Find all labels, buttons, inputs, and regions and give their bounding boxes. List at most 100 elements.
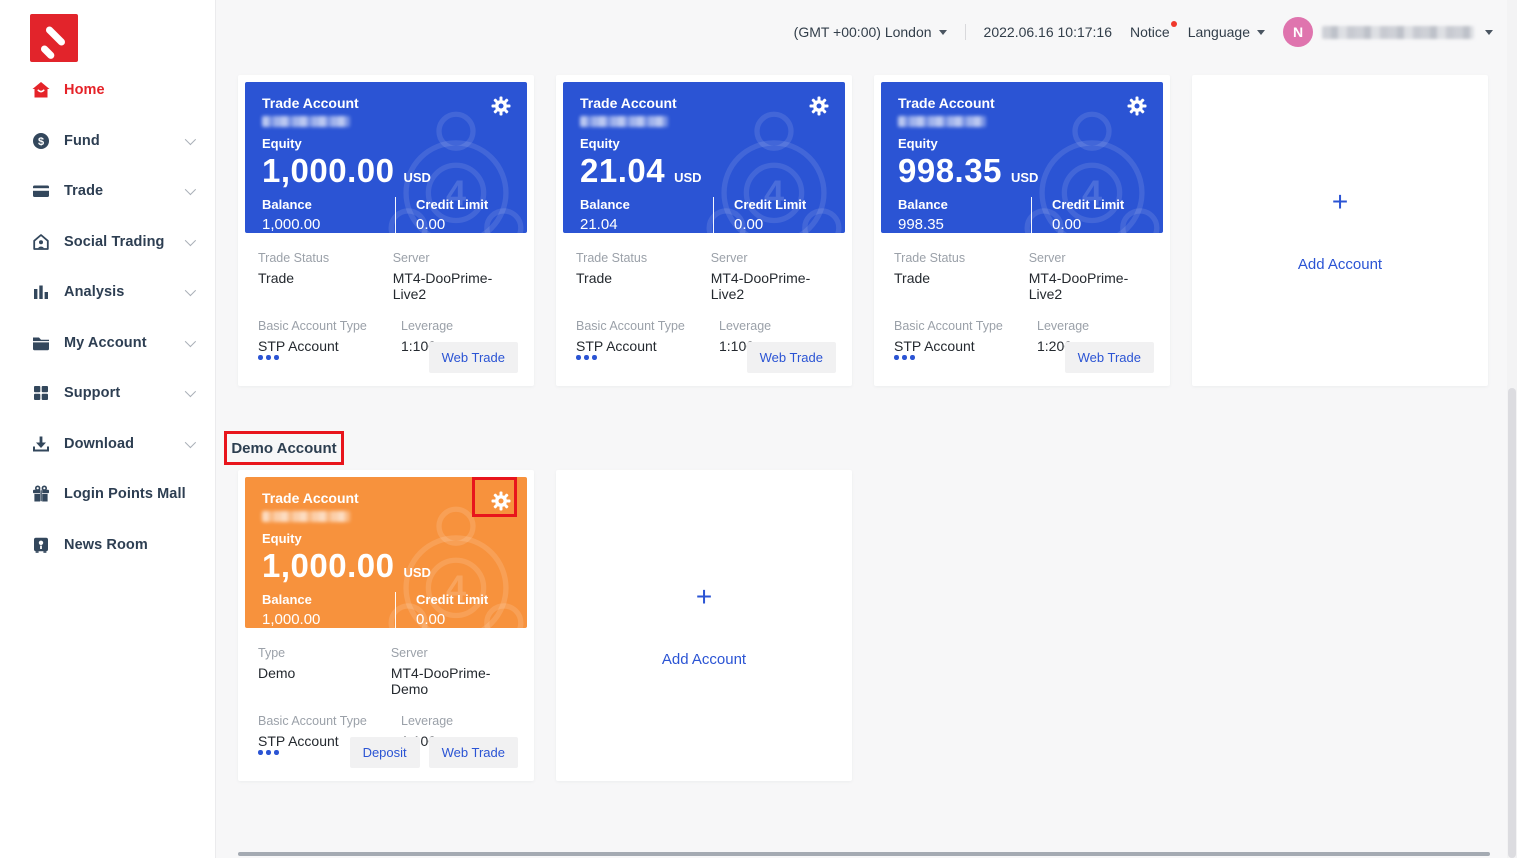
trade-status-value: Trade — [576, 270, 613, 286]
account-type-value: STP Account — [894, 338, 975, 354]
account-summary-panel: 4 Trade Account Equity 1,000.00 USD Bala… — [245, 82, 527, 233]
user-name-redacted — [1322, 25, 1474, 39]
demo-section-title: Demo Account — [231, 439, 337, 457]
vertical-scrollbar-track[interactable] — [1507, 0, 1517, 858]
timezone-selector[interactable]: (GMT +00:00) London — [794, 24, 947, 40]
timezone-label: (GMT +00:00) London — [793, 24, 932, 40]
more-actions-icon[interactable] — [576, 351, 597, 364]
user-menu[interactable]: N — [1283, 17, 1493, 47]
logo-stroke — [39, 44, 56, 61]
sidebar-item-social-trading[interactable]: Social Trading — [0, 217, 215, 268]
account-type-label: Basic Account Type — [894, 319, 1003, 333]
currency-label: USD — [403, 565, 431, 580]
language-selector[interactable]: Language — [1188, 24, 1265, 40]
trade-status-label: Trade Status — [576, 251, 648, 265]
credit-limit-value: 0.00 — [416, 216, 446, 233]
chevron-down-icon — [184, 133, 197, 145]
add-account-card[interactable]: + Add Account — [556, 470, 852, 781]
settings-gear-icon[interactable] — [1127, 96, 1147, 116]
equity-value: 1,000.00 — [262, 152, 395, 189]
chevron-down-icon — [1485, 29, 1493, 35]
sidebar-item-label: Trade — [64, 183, 104, 200]
leverage-value: 1:100 — [401, 338, 437, 354]
credit-limit-label: Credit Limit — [416, 592, 489, 607]
credit-limit-value: 0.00 — [734, 216, 764, 233]
vertical-scrollbar-thumb[interactable] — [1508, 388, 1516, 858]
chevron-down-icon — [184, 386, 197, 398]
equity-value: 21.04 — [580, 152, 666, 189]
trade-status-label: Trade Status — [258, 251, 330, 265]
add-account-card[interactable]: + Add Account — [1192, 75, 1488, 386]
sidebar-item-analysis[interactable]: Analysis — [0, 267, 215, 318]
more-actions-icon[interactable] — [894, 351, 915, 364]
horizontal-scrollbar[interactable] — [238, 852, 1490, 856]
trade-icon — [32, 182, 50, 200]
sidebar-item-home[interactable]: Home — [0, 65, 215, 116]
sidebar-item-download[interactable]: Download — [0, 419, 215, 470]
sidebar-item-label: Social Trading — [64, 233, 165, 250]
server-value: MT4-DooPrime-Live2 — [710, 270, 811, 302]
more-actions-icon[interactable] — [258, 746, 279, 759]
deposit-button[interactable]: Deposit — [349, 737, 420, 768]
account-type-label: Basic Account Type — [258, 319, 367, 333]
web-trade-button[interactable]: Web Trade — [746, 342, 836, 373]
server-label: Server — [392, 251, 430, 265]
chevron-down-icon — [1257, 29, 1265, 35]
equity-label: Equity — [898, 136, 938, 151]
balance-label: Balance — [898, 197, 948, 212]
leverage-label: Leverage — [401, 319, 454, 333]
equity-label: Equity — [262, 531, 302, 546]
sidebar-item-my-account[interactable]: My Account — [0, 318, 215, 369]
server-value: MT4-DooPrime-Demo — [390, 665, 491, 697]
currency-label: USD — [674, 170, 702, 185]
sidebar-item-label: Support — [64, 385, 121, 402]
brand-logo[interactable] — [30, 14, 78, 62]
account-number-redacted — [898, 116, 986, 127]
currency-label: USD — [1010, 170, 1039, 185]
leverage-value: 1:200 — [1037, 338, 1073, 354]
sidebar-item-fund[interactable]: $ Fund — [0, 116, 215, 167]
balance-value: 21.04 — [580, 216, 618, 233]
sidebar-item-label: My Account — [64, 334, 147, 351]
settings-gear-icon[interactable] — [809, 96, 829, 116]
equity-label: Equity — [580, 136, 620, 151]
analysis-icon — [32, 283, 50, 301]
web-trade-button[interactable]: Web Trade — [428, 342, 518, 373]
sidebar-item-login-points-mall[interactable]: Login Points Mall — [0, 469, 215, 520]
annotation-box-demo-account: Demo Account — [224, 431, 344, 465]
sidebar-item-news-room[interactable]: News Room — [0, 520, 215, 571]
sidebar-item-label: Fund — [64, 132, 100, 149]
leverage-label: Leverage — [401, 714, 454, 728]
balance-value: 1,000.00 — [262, 216, 321, 233]
main-content: 4 Trade Account Equity 1,000.00 USD Bala… — [216, 0, 1517, 858]
web-trade-button[interactable]: Web Trade — [1064, 342, 1154, 373]
trade-status-value: Trade — [894, 270, 931, 286]
sidebar-item-label: Download — [64, 435, 135, 452]
account-info: Trade Status Trade Server MT4-DooPrime-Liv… — [874, 233, 1170, 386]
svg-text:$: $ — [38, 136, 44, 148]
news-icon — [32, 536, 50, 554]
datetime-label: 2022.06.16 10:17:16 — [983, 24, 1113, 40]
currency-label: USD — [403, 170, 431, 185]
account-type-label: Basic Account Type — [576, 319, 685, 333]
sidebar-item-trade[interactable]: Trade — [0, 166, 215, 217]
settings-gear-icon[interactable] — [491, 96, 511, 116]
chevron-down-icon — [184, 234, 197, 246]
chevron-down-icon — [184, 184, 197, 196]
settings-gear-icon[interactable] — [491, 491, 511, 511]
balance-label: Balance — [262, 592, 312, 607]
more-actions-icon[interactable] — [258, 351, 279, 364]
gift-icon — [32, 485, 50, 503]
web-trade-button[interactable]: Web Trade — [428, 737, 518, 768]
trade-status-value: Trade — [258, 270, 295, 286]
card-title: Trade Account — [898, 95, 995, 111]
account-number-redacted — [580, 116, 668, 127]
sidebar-item-support[interactable]: Support — [0, 368, 215, 419]
notice-button[interactable]: Notice — [1130, 21, 1177, 40]
live-account-card: 4 Trade Account Equity 21.04 USD Balance — [556, 75, 852, 386]
sidebar-nav: Home $ Fund Trade Social Trading — [0, 65, 215, 570]
type-label: Type — [258, 646, 286, 660]
type-value: Demo — [258, 665, 296, 681]
account-number-redacted — [262, 116, 350, 127]
server-label: Server — [390, 646, 428, 660]
